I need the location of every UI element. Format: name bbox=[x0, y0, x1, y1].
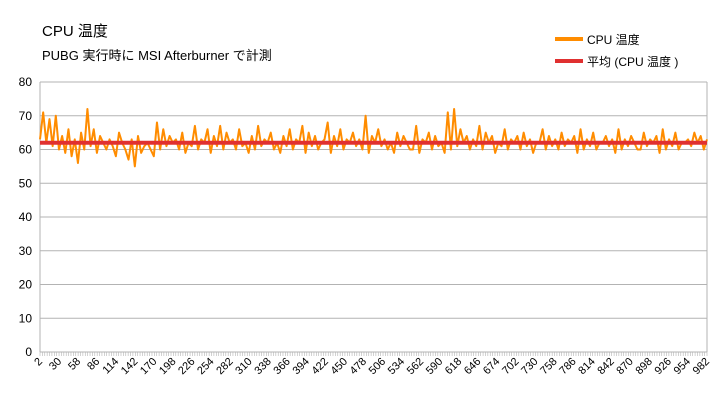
x-tick-label-982: 982 bbox=[691, 356, 712, 377]
y-tick-label-0: 0 bbox=[25, 345, 32, 359]
x-tick-label-114: 114 bbox=[100, 356, 121, 377]
chart-subtitle: PUBG 実行時に MSI Afterburner で計測 bbox=[42, 48, 272, 63]
y-tick-label-70: 70 bbox=[19, 109, 33, 123]
legend-label-cpu-temp: CPU 温度 bbox=[587, 32, 640, 47]
y-tick-label-10: 10 bbox=[19, 311, 33, 325]
x-tick-label-954: 954 bbox=[672, 356, 693, 377]
x-tick-label-562: 562 bbox=[405, 356, 426, 377]
x-tick-label-730: 730 bbox=[519, 356, 540, 377]
y-tick-label-80: 80 bbox=[19, 75, 33, 89]
x-tick-label-590: 590 bbox=[424, 356, 445, 377]
legend-swatch-average bbox=[555, 59, 583, 63]
legend-item-cpu-temp: CPU 温度 bbox=[555, 28, 678, 50]
x-tick-label-618: 618 bbox=[443, 356, 464, 377]
y-tick-labels: 0 10 20 30 40 50 60 70 80 bbox=[19, 75, 33, 359]
x-tick-label-534: 534 bbox=[386, 356, 407, 377]
y-tick-label-50: 50 bbox=[19, 176, 33, 190]
x-tick-label-506: 506 bbox=[367, 356, 388, 377]
y-tick-label-30: 30 bbox=[19, 244, 33, 258]
x-axis: 2 30 58 86114142170198226254282310338366394… bbox=[32, 351, 712, 377]
x-tick-label-674: 674 bbox=[481, 356, 502, 377]
x-tick-label-870: 870 bbox=[614, 356, 635, 377]
x-tick-label-226: 226 bbox=[176, 356, 197, 377]
chart-title: CPU 温度 bbox=[42, 23, 108, 40]
x-tick-label-898: 898 bbox=[633, 356, 654, 377]
x-tick-label-310: 310 bbox=[233, 356, 254, 377]
x-tick-label-450: 450 bbox=[329, 356, 350, 377]
x-tick-label-478: 478 bbox=[348, 356, 369, 377]
x-tick-label-394: 394 bbox=[290, 356, 311, 377]
legend-label-average: 平均 (CPU 温度 ) bbox=[587, 54, 679, 69]
x-tick-label-338: 338 bbox=[252, 356, 273, 377]
x-tick-label-702: 702 bbox=[500, 356, 521, 377]
x-tick-label-366: 366 bbox=[271, 356, 292, 377]
x-tick-label-282: 282 bbox=[214, 356, 235, 377]
x-tick-label-646: 646 bbox=[462, 356, 483, 377]
legend-swatch-cpu-temp bbox=[555, 37, 583, 41]
x-tick-label-422: 422 bbox=[310, 356, 331, 377]
x-tick-label-254: 254 bbox=[195, 356, 216, 377]
x-tick-label-786: 786 bbox=[557, 356, 578, 377]
y-tick-label-60: 60 bbox=[19, 143, 33, 157]
x-tick-label-58: 58 bbox=[66, 356, 83, 373]
x-tick-label-2: 2 bbox=[32, 356, 45, 369]
x-tick-label-814: 814 bbox=[576, 356, 597, 377]
x-tick-label-198: 198 bbox=[157, 356, 178, 377]
series-layer bbox=[39, 108, 708, 168]
y-tick-label-20: 20 bbox=[19, 278, 33, 292]
x-tick-label-170: 170 bbox=[138, 356, 159, 377]
x-tick-label-86: 86 bbox=[85, 356, 102, 373]
y-tick-label-40: 40 bbox=[19, 210, 33, 224]
series-line-cpu-temp bbox=[39, 108, 708, 168]
x-tick-label-30: 30 bbox=[47, 356, 64, 373]
legend-item-average: 平均 (CPU 温度 ) bbox=[555, 50, 678, 72]
x-tick-label-142: 142 bbox=[119, 356, 140, 377]
grid-lines bbox=[39, 81, 708, 353]
x-tick-label-758: 758 bbox=[538, 356, 559, 377]
x-tick-label-842: 842 bbox=[595, 356, 616, 377]
legend: CPU 温度 平均 (CPU 温度 ) bbox=[555, 28, 678, 72]
x-tick-label-926: 926 bbox=[653, 356, 674, 377]
